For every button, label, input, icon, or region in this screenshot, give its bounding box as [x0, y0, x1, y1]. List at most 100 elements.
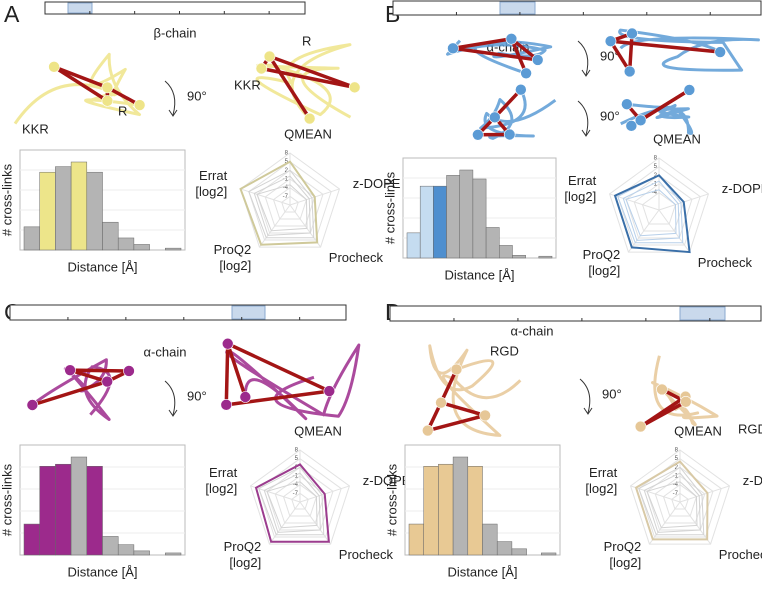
residue [680, 395, 692, 408]
residue [503, 128, 516, 141]
radar-series [622, 180, 680, 241]
radar-ring [608, 157, 710, 253]
histogram-bar [70, 161, 88, 251]
histogram-bar [438, 463, 454, 556]
residue [604, 35, 617, 47]
histogram-bar [55, 166, 72, 251]
sequence-bar [392, 0, 762, 16]
residue [64, 364, 76, 376]
radar-tick-label: -4 [673, 482, 679, 488]
residue [123, 365, 135, 377]
cross-link [493, 88, 523, 119]
radar-axis-label: [log2] [609, 555, 641, 570]
rotation-arrow [164, 380, 176, 416]
radar-axis-label: Procheck [719, 547, 762, 562]
histogram-bar [86, 466, 103, 556]
radar-axis-label: Errat [209, 465, 238, 480]
histogram-bar [70, 456, 88, 556]
radar-tick-label: 8 [675, 448, 679, 454]
radar-axis-label: Procheck [339, 547, 394, 562]
radar-ring [266, 466, 334, 531]
radar-axis-label: z-DOPE [722, 181, 762, 196]
rotation-arrow [577, 40, 589, 76]
rotation-label: 90° [187, 388, 207, 403]
radar-series [248, 169, 315, 239]
radar-axis-label: [log2] [564, 189, 596, 204]
residue [447, 42, 459, 55]
protein-backbone [428, 344, 522, 437]
sequence-bar [9, 304, 347, 321]
annotation: KKR [22, 121, 49, 136]
rotation-arrow [164, 80, 176, 116]
residue [626, 27, 638, 40]
chain-label: α-chain [144, 344, 187, 359]
residue [133, 99, 146, 111]
x-axis-label: Distance [Å] [67, 564, 137, 579]
radar-axis-label: z-DOPE [743, 473, 762, 488]
radar-tick-label: 5 [285, 159, 289, 165]
rotation-arrow [579, 378, 591, 414]
chain-label: α-chain [511, 323, 554, 338]
radar-tick-label: 5 [675, 456, 679, 462]
radar-axis-label: QMEAN [653, 131, 701, 146]
radar-ring [654, 475, 706, 524]
rotation-label: 90° [187, 88, 207, 103]
radar-spoke [269, 501, 301, 545]
residue [683, 84, 696, 96]
radar-series [239, 160, 319, 246]
radar-series [258, 466, 325, 536]
radar-ring [239, 152, 341, 248]
histogram-bar [538, 255, 553, 259]
radar-ring [629, 449, 731, 545]
radar-spoke [628, 209, 660, 253]
rotation-arrow [577, 100, 589, 136]
radar-ring [638, 458, 722, 538]
cross-link [106, 85, 141, 107]
residue [263, 50, 276, 63]
radar-axis-label: Errat [199, 168, 228, 183]
cross-link [224, 343, 230, 405]
arrow-head [168, 109, 178, 117]
cross-link [268, 55, 312, 120]
x-axis-label: Distance [Å] [444, 267, 514, 282]
radar-axis-label: QMEAN [674, 423, 722, 438]
histogram-bar [452, 456, 469, 556]
radar-tick-label: -1 [673, 474, 679, 480]
cross-link [509, 38, 528, 74]
radar-tick-label: -1 [293, 474, 299, 480]
residue [101, 375, 114, 388]
radar-ring [291, 492, 309, 510]
radar-ring [625, 174, 693, 239]
radar-tick-label: -1 [652, 182, 658, 188]
panel: Aβ-chain 90° KKR R KKR R Distance [Å] # cross-l… [0, 1, 401, 274]
residue [625, 120, 638, 132]
rotation-label: 90° [600, 108, 620, 123]
residue [656, 383, 668, 396]
radar-tick-label: 8 [285, 151, 289, 157]
radar-tick-label: 8 [295, 448, 299, 454]
histogram-bar [423, 466, 439, 556]
residue [239, 391, 252, 403]
chain-label: β-chain [154, 25, 197, 40]
protein-backbone [620, 102, 694, 135]
radar-axis-label: Procheck [329, 250, 384, 265]
histogram-bar [86, 171, 103, 251]
residue [520, 67, 532, 80]
radar-tick-label: -4 [293, 482, 299, 488]
residue [221, 337, 234, 350]
histogram-bar [419, 185, 434, 259]
cross-link [427, 413, 486, 433]
arrow-head [583, 407, 593, 415]
radar-ring [256, 169, 324, 234]
residue [435, 396, 447, 409]
residue [303, 112, 316, 125]
radar-spoke [679, 501, 711, 545]
residue [515, 83, 527, 96]
annotation: R [118, 103, 127, 118]
cross-link [53, 65, 109, 103]
histogram-bar [496, 541, 513, 556]
residue [714, 46, 726, 58]
radar-tick-label: 2 [295, 465, 299, 471]
sequence-bar [44, 1, 306, 15]
